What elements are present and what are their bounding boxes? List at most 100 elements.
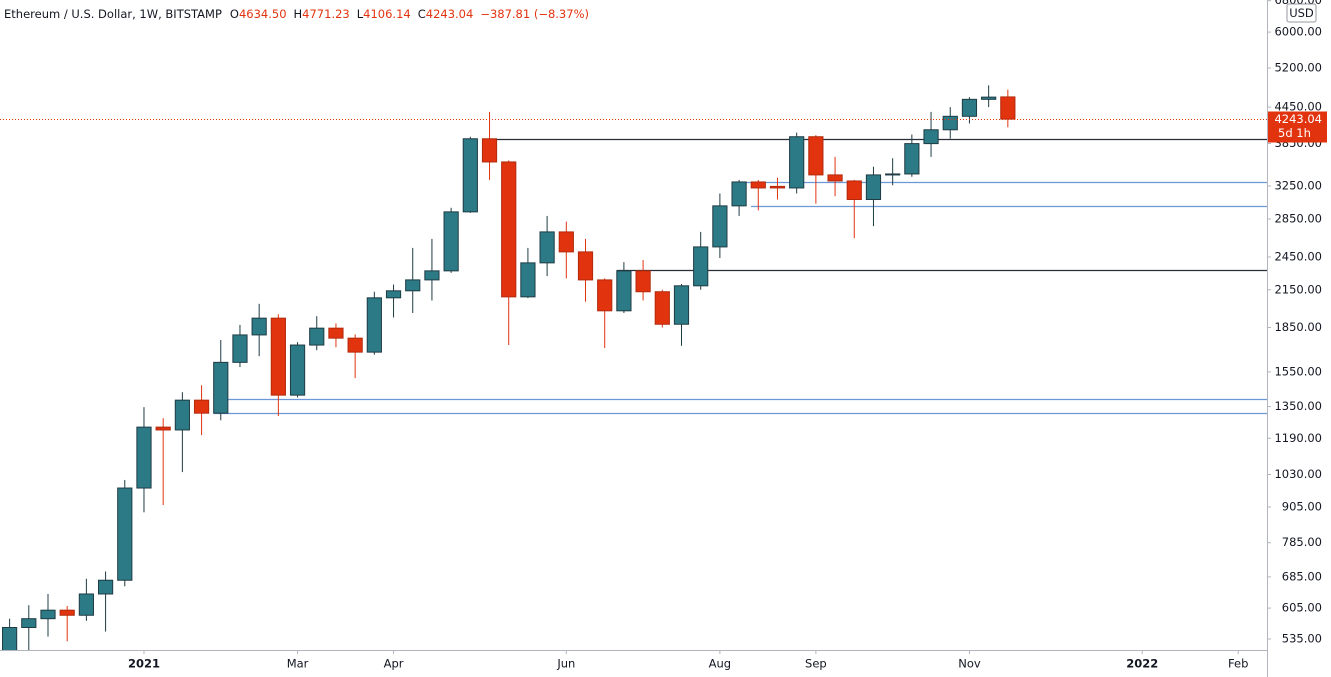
candle-body <box>558 231 574 253</box>
y-tick-label: 4450.00 <box>1274 100 1322 114</box>
x-tick-label: 2022 <box>1126 657 1158 671</box>
x-tick-label: Sep <box>805 657 827 671</box>
candle-body <box>789 136 805 189</box>
candle-body <box>155 426 171 431</box>
y-tick-label: 785.00 <box>1282 535 1322 549</box>
y-tick-label: 535.00 <box>1282 631 1322 645</box>
candle-body <box>750 181 766 189</box>
candle-body <box>981 96 997 100</box>
ohlc-value: 4634.50 <box>239 7 287 21</box>
candle-body <box>769 185 786 189</box>
candle-body <box>40 609 56 620</box>
candle-body <box>59 609 75 616</box>
x-tick-label: Apr <box>384 657 404 671</box>
ohlc-key: O <box>230 7 239 21</box>
y-tick-label: 905.00 <box>1282 499 1322 513</box>
candle-body <box>1 627 18 650</box>
legend-header: Ethereum / U.S. Dollar, 1W, BITSTAMP O463… <box>4 7 589 21</box>
candle-body <box>193 399 210 414</box>
overlay: Ethereum / U.S. Dollar, 1W, BITSTAMP O463… <box>4 3 1327 143</box>
x-tick-label: Aug <box>709 657 731 671</box>
candle-body <box>117 487 133 581</box>
candle-body <box>808 136 824 176</box>
x-tick-label: Mar <box>287 657 309 671</box>
candle-body <box>673 285 690 325</box>
candle-body <box>462 138 478 213</box>
candle-body <box>232 334 248 363</box>
candle-body <box>923 129 939 145</box>
candle-body <box>501 161 517 298</box>
x-tick-label: 2021 <box>128 657 160 671</box>
y-tick-label: 5200.00 <box>1274 61 1322 75</box>
ohlc-key: L <box>357 7 364 21</box>
candle-body <box>846 180 862 201</box>
candle-body <box>97 579 114 595</box>
candle-body <box>289 344 306 396</box>
candle-body <box>885 173 901 176</box>
candle-body <box>347 337 363 353</box>
candle-body <box>78 593 94 616</box>
candle-body <box>712 205 728 248</box>
y-tick-label: 6000.00 <box>1274 25 1322 39</box>
ohlc-key: H <box>294 7 303 21</box>
candle-body <box>270 317 286 396</box>
candle-body <box>328 327 344 339</box>
candle-body <box>635 270 651 293</box>
y-tick-label: 2450.00 <box>1274 249 1322 263</box>
y-tick-label: 3250.00 <box>1274 179 1322 193</box>
change-value: −387.81 (−8.37%) <box>480 7 589 21</box>
candle-body <box>443 211 459 272</box>
price-tag <box>1268 111 1327 143</box>
ohlc-value: 4771.23 <box>302 7 350 21</box>
candle-body <box>174 399 190 431</box>
y-tick-label: 685.00 <box>1282 569 1322 583</box>
x-tick-label: Feb <box>1228 657 1248 671</box>
candle-body <box>827 174 843 182</box>
currency-label: USD <box>1289 6 1314 20</box>
currency-box <box>1286 3 1317 23</box>
candle-body <box>213 361 229 414</box>
x-tick-label: Nov <box>958 657 981 671</box>
candle-body <box>481 138 498 163</box>
y-tick-label: 1550.00 <box>1274 364 1322 378</box>
candle-body <box>251 317 267 336</box>
candle-body <box>405 279 421 292</box>
candle-body <box>942 115 958 131</box>
candle-body <box>385 290 402 299</box>
y-tick-label: 1350.00 <box>1274 399 1322 413</box>
candle-body <box>616 270 632 312</box>
symbol-title: Ethereum / U.S. Dollar, 1W, BITSTAMP <box>4 7 222 21</box>
candle-body <box>539 231 555 264</box>
plot-area <box>0 85 1267 650</box>
candle-body <box>424 270 440 281</box>
y-tick-label: 2150.00 <box>1274 282 1322 296</box>
candle-body <box>693 246 709 287</box>
price-tag-countdown: 5d 1h <box>1278 126 1311 140</box>
candle-body <box>731 181 747 207</box>
candle-body <box>654 291 670 325</box>
candle-body <box>865 174 882 201</box>
candle-body <box>597 279 613 312</box>
candle-body <box>1000 96 1016 120</box>
candle-body <box>577 251 594 281</box>
candle-body <box>961 98 978 117</box>
ohlc-value: 4243.04 <box>426 7 474 21</box>
price-tag-label: 4243.04 <box>1274 112 1322 126</box>
candle-body <box>136 426 152 489</box>
candle-body <box>904 143 920 175</box>
candle-body <box>520 262 536 298</box>
y-tick-label: 1850.00 <box>1274 320 1322 334</box>
candle-body <box>366 297 382 353</box>
y-tick-label: 1190.00 <box>1274 431 1322 445</box>
candle-body <box>21 618 37 629</box>
y-tick-label: 2850.00 <box>1274 211 1322 225</box>
ohlc-key: C <box>418 7 426 21</box>
x-tick-label: Jun <box>556 657 575 671</box>
y-tick-label: 605.00 <box>1282 601 1322 615</box>
y-tick-label: 1030.00 <box>1274 467 1322 481</box>
candle-body <box>309 327 325 346</box>
